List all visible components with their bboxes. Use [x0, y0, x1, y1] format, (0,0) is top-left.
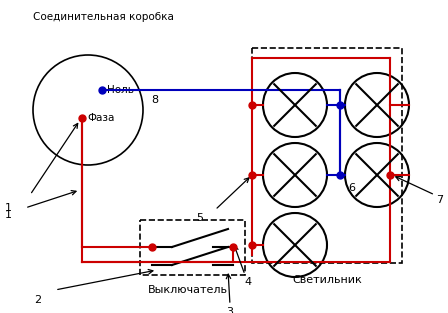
Text: Светильник: Светильник	[292, 275, 362, 285]
Text: 2: 2	[34, 295, 42, 305]
Bar	[252, 48, 402, 263]
Text: 7: 7	[436, 195, 444, 205]
Text: 5: 5	[197, 213, 203, 223]
Text: Фаза: Фаза	[87, 113, 114, 123]
Text: Выключатель: Выключатель	[147, 285, 228, 295]
Text: 4: 4	[245, 277, 252, 287]
Text: 3: 3	[227, 307, 233, 313]
Text: 1: 1	[4, 203, 12, 213]
Text: 8: 8	[151, 95, 159, 105]
Text: 6: 6	[348, 183, 355, 193]
Text: Соединительная коробка: Соединительная коробка	[33, 12, 173, 22]
Bar	[140, 220, 245, 275]
Text: 1: 1	[4, 210, 12, 220]
Text: Ноль: Ноль	[107, 85, 134, 95]
